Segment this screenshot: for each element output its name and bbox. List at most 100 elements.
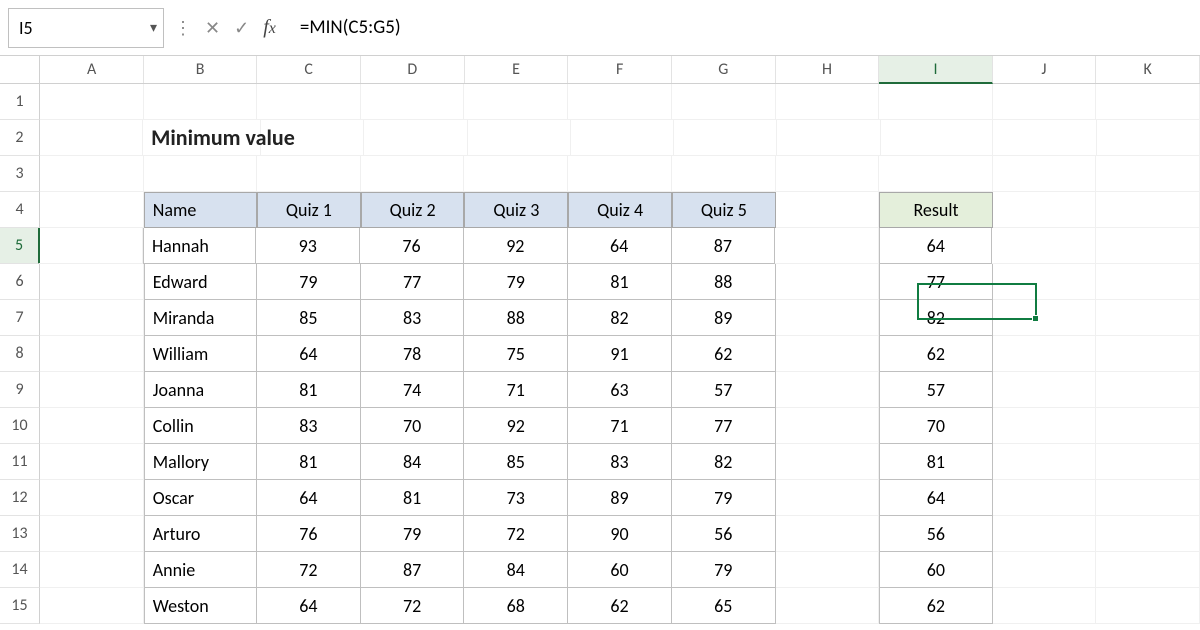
cell-F3[interactable] bbox=[568, 156, 672, 192]
row-header-11[interactable]: 11 bbox=[0, 444, 40, 480]
cell-A9[interactable] bbox=[40, 372, 144, 408]
cell-H12[interactable] bbox=[776, 480, 880, 516]
cell-F7[interactable]: 82 bbox=[568, 300, 672, 336]
cell-D5[interactable]: 76 bbox=[360, 228, 464, 264]
cell-I4[interactable]: Result bbox=[879, 192, 992, 228]
row-header-2[interactable]: 2 bbox=[0, 120, 40, 156]
column-header-K[interactable]: K bbox=[1096, 56, 1200, 83]
cell-C12[interactable]: 64 bbox=[257, 480, 361, 516]
cell-C4[interactable]: Quiz 1 bbox=[257, 192, 361, 228]
cell-K4[interactable] bbox=[1096, 192, 1200, 228]
cell-F6[interactable]: 81 bbox=[568, 264, 672, 300]
cell-C14[interactable]: 72 bbox=[257, 552, 361, 588]
column-header-A[interactable]: A bbox=[40, 56, 144, 83]
cell-F10[interactable]: 71 bbox=[568, 408, 672, 444]
cell-A1[interactable] bbox=[40, 84, 144, 120]
cell-D14[interactable]: 87 bbox=[361, 552, 465, 588]
cell-E10[interactable]: 92 bbox=[464, 408, 568, 444]
cell-B6[interactable]: Edward bbox=[144, 264, 257, 300]
cell-E15[interactable]: 68 bbox=[464, 588, 568, 624]
cell-E6[interactable]: 79 bbox=[464, 264, 568, 300]
cell-J1[interactable] bbox=[993, 84, 1097, 120]
column-header-G[interactable]: G bbox=[672, 56, 776, 83]
cell-K12[interactable] bbox=[1096, 480, 1200, 516]
cell-A14[interactable] bbox=[40, 552, 144, 588]
row-header-6[interactable]: 6 bbox=[0, 264, 40, 300]
cell-B13[interactable]: Arturo bbox=[144, 516, 257, 552]
cell-G5[interactable]: 87 bbox=[672, 228, 776, 264]
cell-J10[interactable] bbox=[993, 408, 1097, 444]
cell-K9[interactable] bbox=[1096, 372, 1200, 408]
cell-K2[interactable] bbox=[1097, 120, 1200, 156]
cell-D6[interactable]: 77 bbox=[361, 264, 465, 300]
cell-J13[interactable] bbox=[993, 516, 1097, 552]
cell-E9[interactable]: 71 bbox=[464, 372, 568, 408]
cell-D10[interactable]: 70 bbox=[361, 408, 465, 444]
cell-F14[interactable]: 60 bbox=[568, 552, 672, 588]
cell-H15[interactable] bbox=[776, 588, 880, 624]
cell-G3[interactable] bbox=[672, 156, 776, 192]
cell-K13[interactable] bbox=[1096, 516, 1200, 552]
cell-A11[interactable] bbox=[40, 444, 144, 480]
column-header-E[interactable]: E bbox=[465, 56, 569, 83]
cell-H3[interactable] bbox=[776, 156, 880, 192]
cell-J4[interactable] bbox=[993, 192, 1097, 228]
cell-I8[interactable]: 62 bbox=[879, 336, 992, 372]
cell-B1[interactable] bbox=[144, 84, 257, 120]
cell-J2[interactable] bbox=[993, 120, 1096, 156]
column-header-D[interactable]: D bbox=[361, 56, 465, 83]
cell-I7[interactable]: 82 bbox=[879, 300, 992, 336]
cell-H13[interactable] bbox=[776, 516, 880, 552]
column-header-I[interactable]: I bbox=[879, 56, 992, 84]
cell-G12[interactable]: 79 bbox=[672, 480, 776, 516]
row-header-10[interactable]: 10 bbox=[0, 408, 40, 444]
cell-F15[interactable]: 62 bbox=[568, 588, 672, 624]
row-header-1[interactable]: 1 bbox=[0, 84, 40, 120]
cell-B7[interactable]: Miranda bbox=[144, 300, 257, 336]
cell-F9[interactable]: 63 bbox=[568, 372, 672, 408]
cell-G2[interactable] bbox=[674, 120, 777, 156]
cell-G15[interactable]: 65 bbox=[672, 588, 776, 624]
cell-F2[interactable] bbox=[571, 120, 674, 156]
cell-J14[interactable] bbox=[993, 552, 1097, 588]
cell-K3[interactable] bbox=[1096, 156, 1200, 192]
cell-B4[interactable]: Name bbox=[144, 192, 257, 228]
cell-H1[interactable] bbox=[776, 84, 880, 120]
cell-J15[interactable] bbox=[993, 588, 1097, 624]
column-header-J[interactable]: J bbox=[993, 56, 1097, 83]
cell-H7[interactable] bbox=[776, 300, 880, 336]
column-header-H[interactable]: H bbox=[776, 56, 880, 83]
cell-C9[interactable]: 81 bbox=[257, 372, 361, 408]
cell-D12[interactable]: 81 bbox=[361, 480, 465, 516]
cell-G6[interactable]: 88 bbox=[672, 264, 776, 300]
cell-C15[interactable]: 64 bbox=[257, 588, 361, 624]
cell-J11[interactable] bbox=[993, 444, 1097, 480]
row-header-4[interactable]: 4 bbox=[0, 192, 40, 228]
cell-A12[interactable] bbox=[40, 480, 144, 516]
row-header-14[interactable]: 14 bbox=[0, 552, 40, 588]
cell-D8[interactable]: 78 bbox=[361, 336, 465, 372]
cell-C5[interactable]: 93 bbox=[256, 228, 360, 264]
cell-H10[interactable] bbox=[776, 408, 880, 444]
cell-A7[interactable] bbox=[40, 300, 144, 336]
cell-E14[interactable]: 84 bbox=[464, 552, 568, 588]
cell-E3[interactable] bbox=[464, 156, 568, 192]
cell-F4[interactable]: Quiz 4 bbox=[568, 192, 672, 228]
cell-A3[interactable] bbox=[40, 156, 144, 192]
cell-E1[interactable] bbox=[464, 84, 568, 120]
cell-D2[interactable] bbox=[364, 120, 467, 156]
cell-B9[interactable]: Joanna bbox=[144, 372, 257, 408]
row-header-5[interactable]: 5 bbox=[0, 228, 40, 264]
cell-H4[interactable] bbox=[776, 192, 880, 228]
cell-I9[interactable]: 57 bbox=[879, 372, 992, 408]
cell-J12[interactable] bbox=[993, 480, 1097, 516]
row-header-9[interactable]: 9 bbox=[0, 372, 40, 408]
cell-I6[interactable]: 77 bbox=[879, 264, 992, 300]
cell-F5[interactable]: 64 bbox=[568, 228, 672, 264]
cell-C3[interactable] bbox=[257, 156, 361, 192]
fx-icon[interactable]: fx bbox=[263, 16, 276, 39]
cell-I2[interactable] bbox=[881, 120, 994, 156]
cell-I3[interactable] bbox=[879, 156, 992, 192]
cell-K10[interactable] bbox=[1096, 408, 1200, 444]
cell-B3[interactable] bbox=[144, 156, 257, 192]
